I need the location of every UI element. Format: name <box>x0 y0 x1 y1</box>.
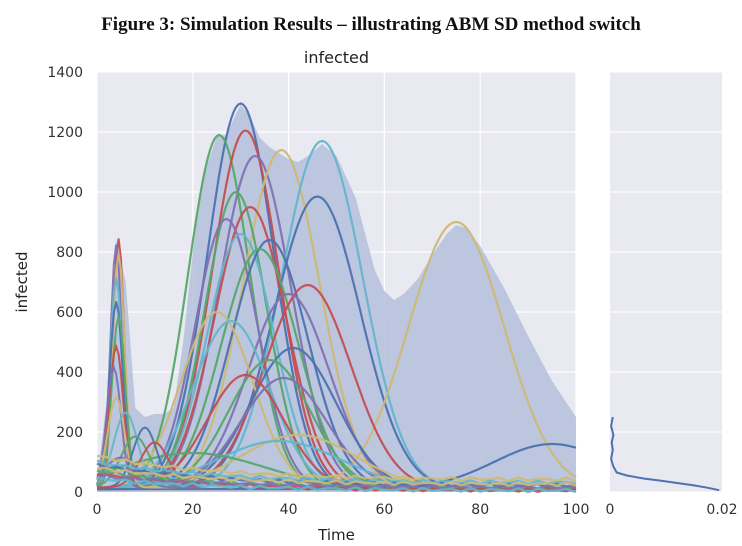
x-axis-label: Time <box>317 526 355 544</box>
y-tick-label: 0 <box>74 485 83 501</box>
density-x-tick-label: 0 <box>606 502 615 518</box>
low-series-line <box>96 473 577 491</box>
series-lines <box>96 102 577 494</box>
x-tick-label: 0 <box>93 502 102 518</box>
density-curve <box>610 416 720 492</box>
density-grid <box>610 71 722 493</box>
density-plot-area <box>610 72 722 492</box>
y-tick-labels: 0 200 400 600 800 1000 1200 1400 <box>47 65 83 501</box>
y-tick-label: 400 <box>56 365 83 381</box>
y-tick-label: 1200 <box>47 125 83 141</box>
x-tick-label: 100 <box>563 502 590 518</box>
x-tick-label: 80 <box>471 502 489 518</box>
low-series-line <box>96 466 577 488</box>
plot-title: infected <box>304 48 369 67</box>
y-tick-label: 1400 <box>47 65 83 81</box>
x-tick-label: 40 <box>280 502 298 518</box>
density-x-tick-labels: 0 0.02 <box>606 502 738 518</box>
density-x-tick-label: 0.02 <box>706 502 737 518</box>
x-tick-labels: 0 20 40 60 80 100 <box>93 502 590 518</box>
y-tick-label: 200 <box>56 425 83 441</box>
low-series-line <box>96 454 577 483</box>
figure-title: Figure 3: Simulation Results – illustrat… <box>101 14 641 35</box>
y-tick-label: 1000 <box>47 185 83 201</box>
x-tick-label: 60 <box>375 502 393 518</box>
y-axis-label: infected <box>13 251 31 312</box>
y-tick-label: 600 <box>56 305 83 321</box>
low-series-line <box>96 476 577 494</box>
y-tick-label: 800 <box>56 245 83 261</box>
x-tick-label: 20 <box>184 502 202 518</box>
